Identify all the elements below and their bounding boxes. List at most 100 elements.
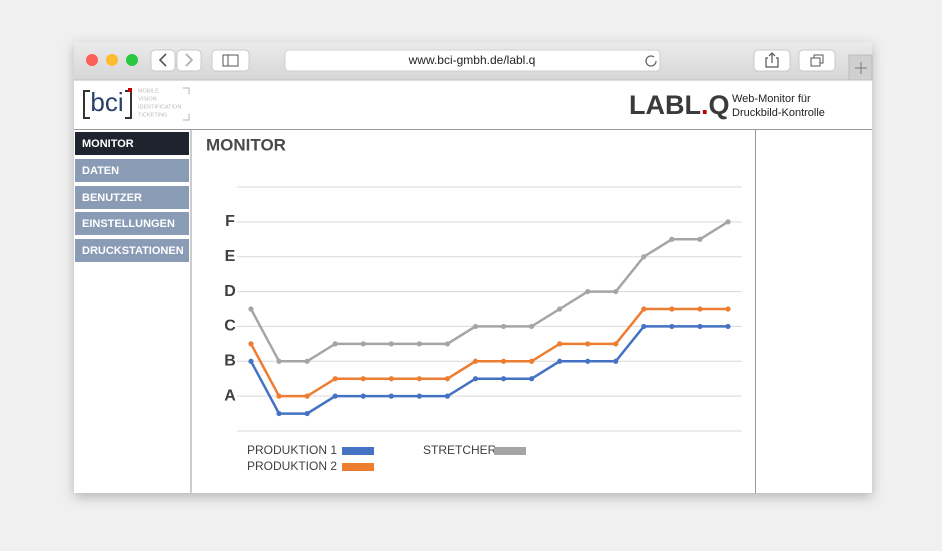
tagline-line: MOBILE bbox=[138, 88, 159, 94]
point bbox=[557, 358, 563, 364]
point bbox=[557, 341, 563, 347]
point bbox=[276, 393, 282, 399]
legend-swatch bbox=[494, 447, 526, 455]
product-dot: . bbox=[701, 90, 709, 120]
zoom-button[interactable] bbox=[126, 54, 138, 66]
point bbox=[360, 341, 366, 347]
point bbox=[641, 323, 647, 330]
point bbox=[669, 236, 675, 242]
y-tick-label: D bbox=[224, 283, 236, 300]
y-tick-label: C bbox=[224, 318, 236, 335]
forward-button[interactable] bbox=[176, 49, 202, 72]
point bbox=[360, 393, 366, 399]
nav-item[interactable] bbox=[75, 186, 189, 209]
logo-tagline: MOBILE VISION IDENTIFICATION TICKETING bbox=[138, 88, 181, 118]
point bbox=[444, 341, 451, 347]
point bbox=[304, 410, 310, 417]
point bbox=[388, 376, 394, 382]
point bbox=[276, 410, 282, 417]
point bbox=[697, 236, 703, 242]
reload-icon[interactable] bbox=[645, 55, 657, 67]
point bbox=[528, 358, 535, 364]
point bbox=[304, 393, 310, 399]
point bbox=[613, 341, 619, 347]
point bbox=[725, 323, 731, 330]
nav-label[interactable]: EINSTELLUNGEN bbox=[82, 218, 175, 230]
point bbox=[416, 393, 422, 399]
site-header: bci MOBILEVISIONIDENTIFICATIONTICKETING … bbox=[74, 87, 872, 130]
chart: AB C D E F PRODUKTION 1 PRODUKTION 2 STRETCHER bbox=[224, 186, 742, 473]
nav-item[interactable] bbox=[75, 132, 189, 155]
nav-label[interactable]: DATEN bbox=[82, 165, 119, 177]
series-line bbox=[249, 220, 729, 363]
subtitle-line: Web-Monitor für bbox=[732, 93, 811, 105]
product-main: LABL bbox=[629, 90, 701, 120]
nav-label[interactable]: DRUCKSTATIONEN bbox=[82, 245, 184, 257]
nav-label[interactable]: MONITOR bbox=[82, 138, 134, 150]
point bbox=[444, 376, 451, 382]
tagline-line: VISION bbox=[138, 96, 157, 102]
point bbox=[388, 393, 394, 399]
nav-item[interactable] bbox=[75, 159, 189, 182]
point bbox=[725, 219, 731, 225]
browser-window: www.bci-gmbh.de/labl.q bbox=[74, 42, 873, 493]
point bbox=[332, 376, 338, 382]
point bbox=[276, 358, 282, 364]
point bbox=[444, 393, 451, 399]
point bbox=[248, 341, 254, 347]
point bbox=[416, 341, 422, 347]
point bbox=[500, 358, 507, 364]
point bbox=[472, 376, 479, 382]
point bbox=[472, 358, 479, 364]
legend-swatch bbox=[342, 463, 374, 471]
point bbox=[528, 376, 535, 382]
point bbox=[725, 306, 731, 312]
logo: bci bbox=[90, 87, 123, 117]
point bbox=[332, 341, 338, 347]
point bbox=[613, 358, 619, 364]
series-line bbox=[249, 325, 728, 415]
point bbox=[388, 341, 394, 347]
point bbox=[641, 254, 647, 260]
sidebar-button[interactable] bbox=[211, 49, 250, 72]
y-tick-label: B bbox=[224, 353, 236, 370]
minimize-button[interactable] bbox=[106, 54, 118, 66]
tagline-line: TICKETING bbox=[138, 112, 167, 118]
legend-swatch bbox=[342, 447, 374, 455]
point bbox=[697, 323, 703, 330]
back-button[interactable] bbox=[150, 49, 176, 72]
chart-title: MONITOR bbox=[206, 135, 286, 154]
point bbox=[585, 288, 591, 295]
y-tick-label: E bbox=[225, 248, 236, 265]
series-line bbox=[249, 307, 728, 398]
address-bar[interactable] bbox=[284, 49, 661, 72]
nav-item[interactable] bbox=[75, 212, 189, 235]
point bbox=[248, 306, 254, 312]
point bbox=[332, 393, 338, 399]
close-button[interactable] bbox=[86, 54, 98, 66]
point bbox=[528, 323, 535, 330]
point bbox=[360, 376, 366, 382]
sidebar-nav: MONITOR DATEN BENUTZER EINSTELLUNGEN DRUCKST… bbox=[75, 132, 189, 262]
product-suffix: Q bbox=[709, 90, 730, 120]
point bbox=[613, 288, 619, 295]
point bbox=[416, 376, 422, 382]
nav-label[interactable]: BENUTZER bbox=[82, 192, 142, 204]
subtitle-line: Druckbild-Kontrolle bbox=[732, 107, 825, 119]
point bbox=[304, 358, 310, 364]
point bbox=[585, 358, 591, 364]
point bbox=[641, 306, 647, 312]
point bbox=[669, 306, 675, 312]
point bbox=[472, 323, 479, 330]
legend-label: STRETCHER bbox=[423, 443, 497, 457]
legend-label: PRODUKTION 2 bbox=[247, 459, 337, 473]
nav-item[interactable] bbox=[75, 239, 189, 262]
y-tick-label: F bbox=[225, 213, 235, 230]
tagline-line: IDENTIFICATION bbox=[138, 104, 181, 110]
point bbox=[500, 376, 507, 382]
window-frame bbox=[74, 42, 872, 493]
point bbox=[585, 341, 591, 347]
point bbox=[697, 306, 703, 312]
tabs-button[interactable] bbox=[798, 49, 836, 72]
